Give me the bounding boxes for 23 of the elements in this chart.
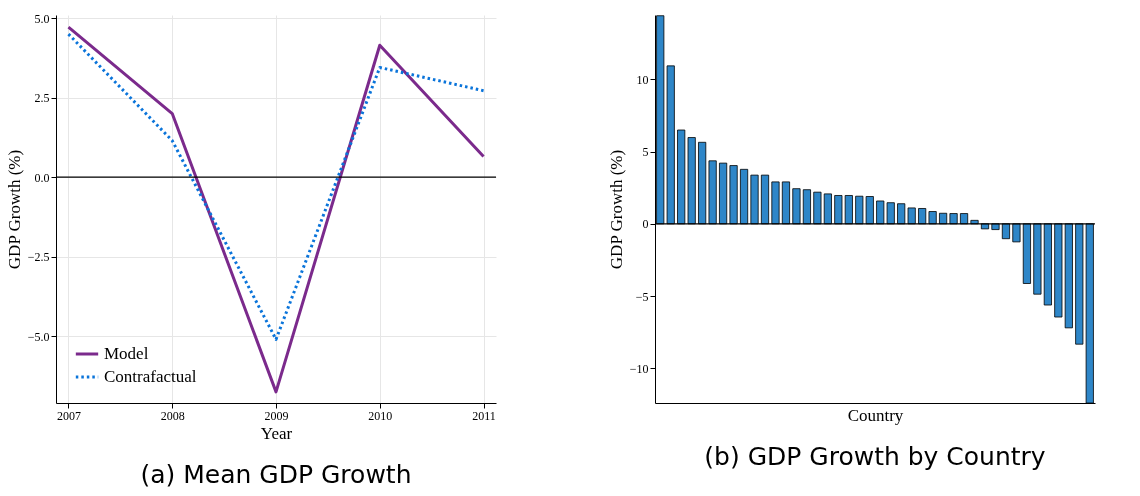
y-tick-label: 0 xyxy=(642,217,649,232)
y-tick-label: −10 xyxy=(629,361,649,376)
x-axis-title: Country xyxy=(847,405,904,425)
legend-label: Model xyxy=(104,344,149,363)
y-tick-label: −2.5 xyxy=(27,250,50,265)
x-axis-title: Year xyxy=(260,423,293,443)
y-tick-label: 5 xyxy=(642,145,649,160)
x-tick-label: 2010 xyxy=(368,408,393,423)
text: (a) Mean GDP Growth xyxy=(140,460,412,489)
y-tick-label: 10 xyxy=(636,72,649,87)
y-tick-label: 2.5 xyxy=(34,91,50,106)
x-tick-label: 2011 xyxy=(472,408,496,423)
x-tick-label: 2007 xyxy=(56,408,81,423)
y-tick-label: −5.0 xyxy=(27,329,50,344)
y-axis-title: GDP Growth (%) xyxy=(4,149,24,270)
y-axis-title: GDP Growth (%) xyxy=(606,149,626,270)
y-tick-label: −5 xyxy=(635,289,649,304)
y-tick-label: 5.0 xyxy=(34,11,50,26)
text: (b) GDP Growth by Country xyxy=(704,442,1046,471)
x-tick-label: 2009 xyxy=(264,408,289,423)
legend-label: Contrafactual xyxy=(104,367,197,386)
y-tick-label: 0.0 xyxy=(34,170,50,185)
x-tick-label: 2008 xyxy=(160,408,185,423)
